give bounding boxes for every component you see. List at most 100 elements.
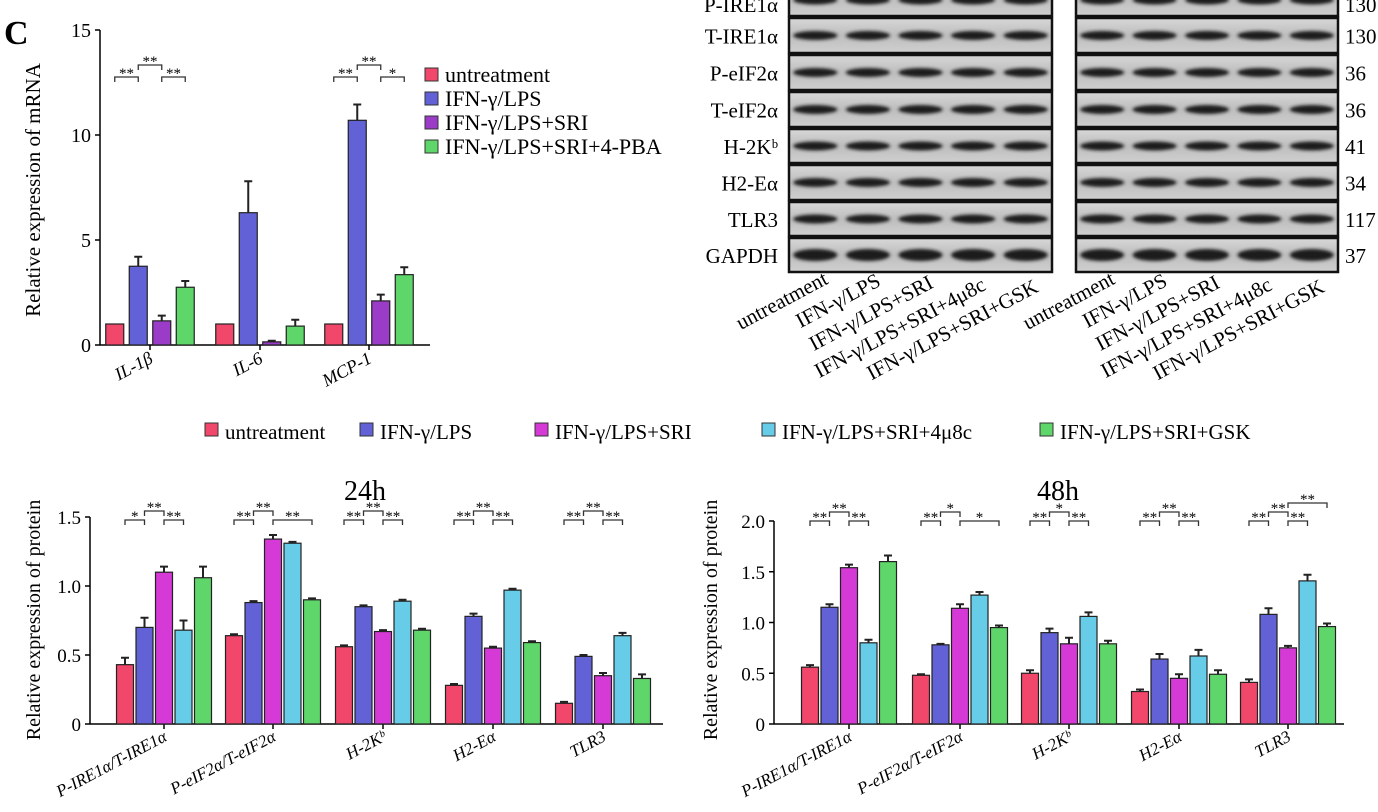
y-tick-label: 1.5 (741, 563, 765, 584)
significance-label: ** (1181, 510, 1196, 526)
bar (613, 635, 632, 725)
significance-label: ** (1032, 510, 1047, 526)
blot-row-label: P-eIF2α (710, 62, 778, 86)
protein-band (845, 31, 890, 40)
error-bar (995, 624, 1003, 628)
error-bar (1303, 573, 1312, 581)
significance-bracket (809, 520, 831, 526)
western-blot: P-IRE1α 130 T-IRE1α 130 P-eIF2α 36 T-eIF2α 36 H-… (704, 0, 1377, 385)
protein-band (793, 249, 838, 261)
bar (285, 325, 305, 346)
significance-label: ** (119, 66, 134, 82)
bar (554, 702, 574, 725)
category-label: H2-Eα (449, 726, 500, 765)
protein-band (898, 68, 943, 77)
protein-band (951, 31, 996, 40)
significance-label: * (389, 66, 397, 82)
protein-band (1184, 68, 1230, 77)
bar (593, 675, 613, 725)
y-tick-label: 1.5 (57, 508, 81, 529)
category-label: H2-Eα (1135, 726, 1186, 765)
protein-band (951, 0, 996, 5)
error-bar (1323, 622, 1331, 627)
protein-band (845, 214, 890, 224)
legend-swatch (424, 67, 439, 82)
error-bar (450, 682, 458, 686)
error-bar (181, 279, 190, 288)
error-bar (975, 591, 984, 596)
protein-band (1237, 141, 1282, 151)
significance-label: ** (362, 54, 377, 70)
protein-band (1080, 178, 1125, 187)
legend-label: untreatment (225, 420, 325, 444)
bar (1169, 677, 1189, 725)
y-axis-label: Relative expression of protein (700, 500, 722, 741)
error-bar (199, 565, 207, 578)
protein-band (845, 249, 890, 261)
significance-bracket (272, 519, 313, 525)
y-tick-label: 15 (71, 20, 91, 42)
protein-band (1289, 31, 1334, 40)
significance-label: ** (586, 500, 601, 516)
bar (1079, 615, 1098, 725)
bar (354, 606, 373, 725)
significance-bracket (582, 510, 604, 516)
protein-band (1184, 31, 1230, 40)
chart-title: 24h (344, 476, 386, 507)
significance-label: ** (166, 66, 181, 82)
y-tick-label: 10 (71, 125, 91, 147)
y-tick-label: 1.0 (741, 614, 765, 635)
error-bar (884, 554, 892, 562)
category-label: TLR3 (1252, 727, 1294, 762)
bar (859, 642, 878, 725)
significance-bracket (362, 510, 384, 516)
legend-swatch (424, 91, 439, 106)
bar (347, 119, 367, 346)
category-label: P-IRE1α/T-IRE1α (52, 726, 171, 801)
significance-bracket (233, 519, 255, 525)
significance-bracket (333, 76, 358, 82)
blot-row-label: GAPDH (706, 244, 778, 268)
significance-bracket (563, 519, 585, 525)
y-tick-label: 0 (81, 335, 91, 357)
bar (1040, 632, 1059, 725)
bar (483, 647, 503, 725)
error-bar (1136, 688, 1144, 692)
legend-swatch (534, 422, 549, 437)
significance-bracket (143, 510, 165, 516)
bar (1239, 681, 1259, 725)
bar (263, 538, 283, 725)
protein-band (1080, 105, 1125, 114)
bar (238, 212, 258, 346)
protein-legend: untreatment IFN-γ/LPS IFN-γ/LPS+SRI IFN-γ/L… (204, 420, 1251, 444)
error-bar (806, 664, 814, 668)
y-tick-label: 0 (756, 715, 766, 736)
significance-label: ** (338, 66, 353, 82)
protein-band (1080, 141, 1125, 151)
legend-label: IFN-γ/LPS (380, 420, 472, 444)
significance-bracket (828, 511, 850, 517)
protein-band (1003, 0, 1048, 5)
significance-bracket (1158, 511, 1180, 517)
protein-band (898, 105, 943, 114)
significance-bracket (472, 510, 494, 516)
significance-bracket (1287, 502, 1328, 508)
protein-band (1132, 0, 1177, 5)
bar (1317, 625, 1337, 725)
error-bar (864, 638, 873, 643)
category-label: H-2Kᵇ (1028, 726, 1076, 764)
blot-row-label: H-2Kᵇ (724, 135, 779, 159)
bar (839, 567, 859, 725)
protein-band (1237, 178, 1282, 187)
protein-band (951, 141, 996, 151)
error-bar (157, 314, 166, 321)
bar (128, 265, 148, 346)
significance-bracket (492, 519, 514, 525)
error-bar (359, 604, 368, 607)
protein-band (1237, 0, 1282, 5)
bar (262, 341, 282, 346)
bar (970, 594, 989, 725)
error-bar (956, 603, 964, 609)
legend-label: untreatment (445, 62, 550, 87)
